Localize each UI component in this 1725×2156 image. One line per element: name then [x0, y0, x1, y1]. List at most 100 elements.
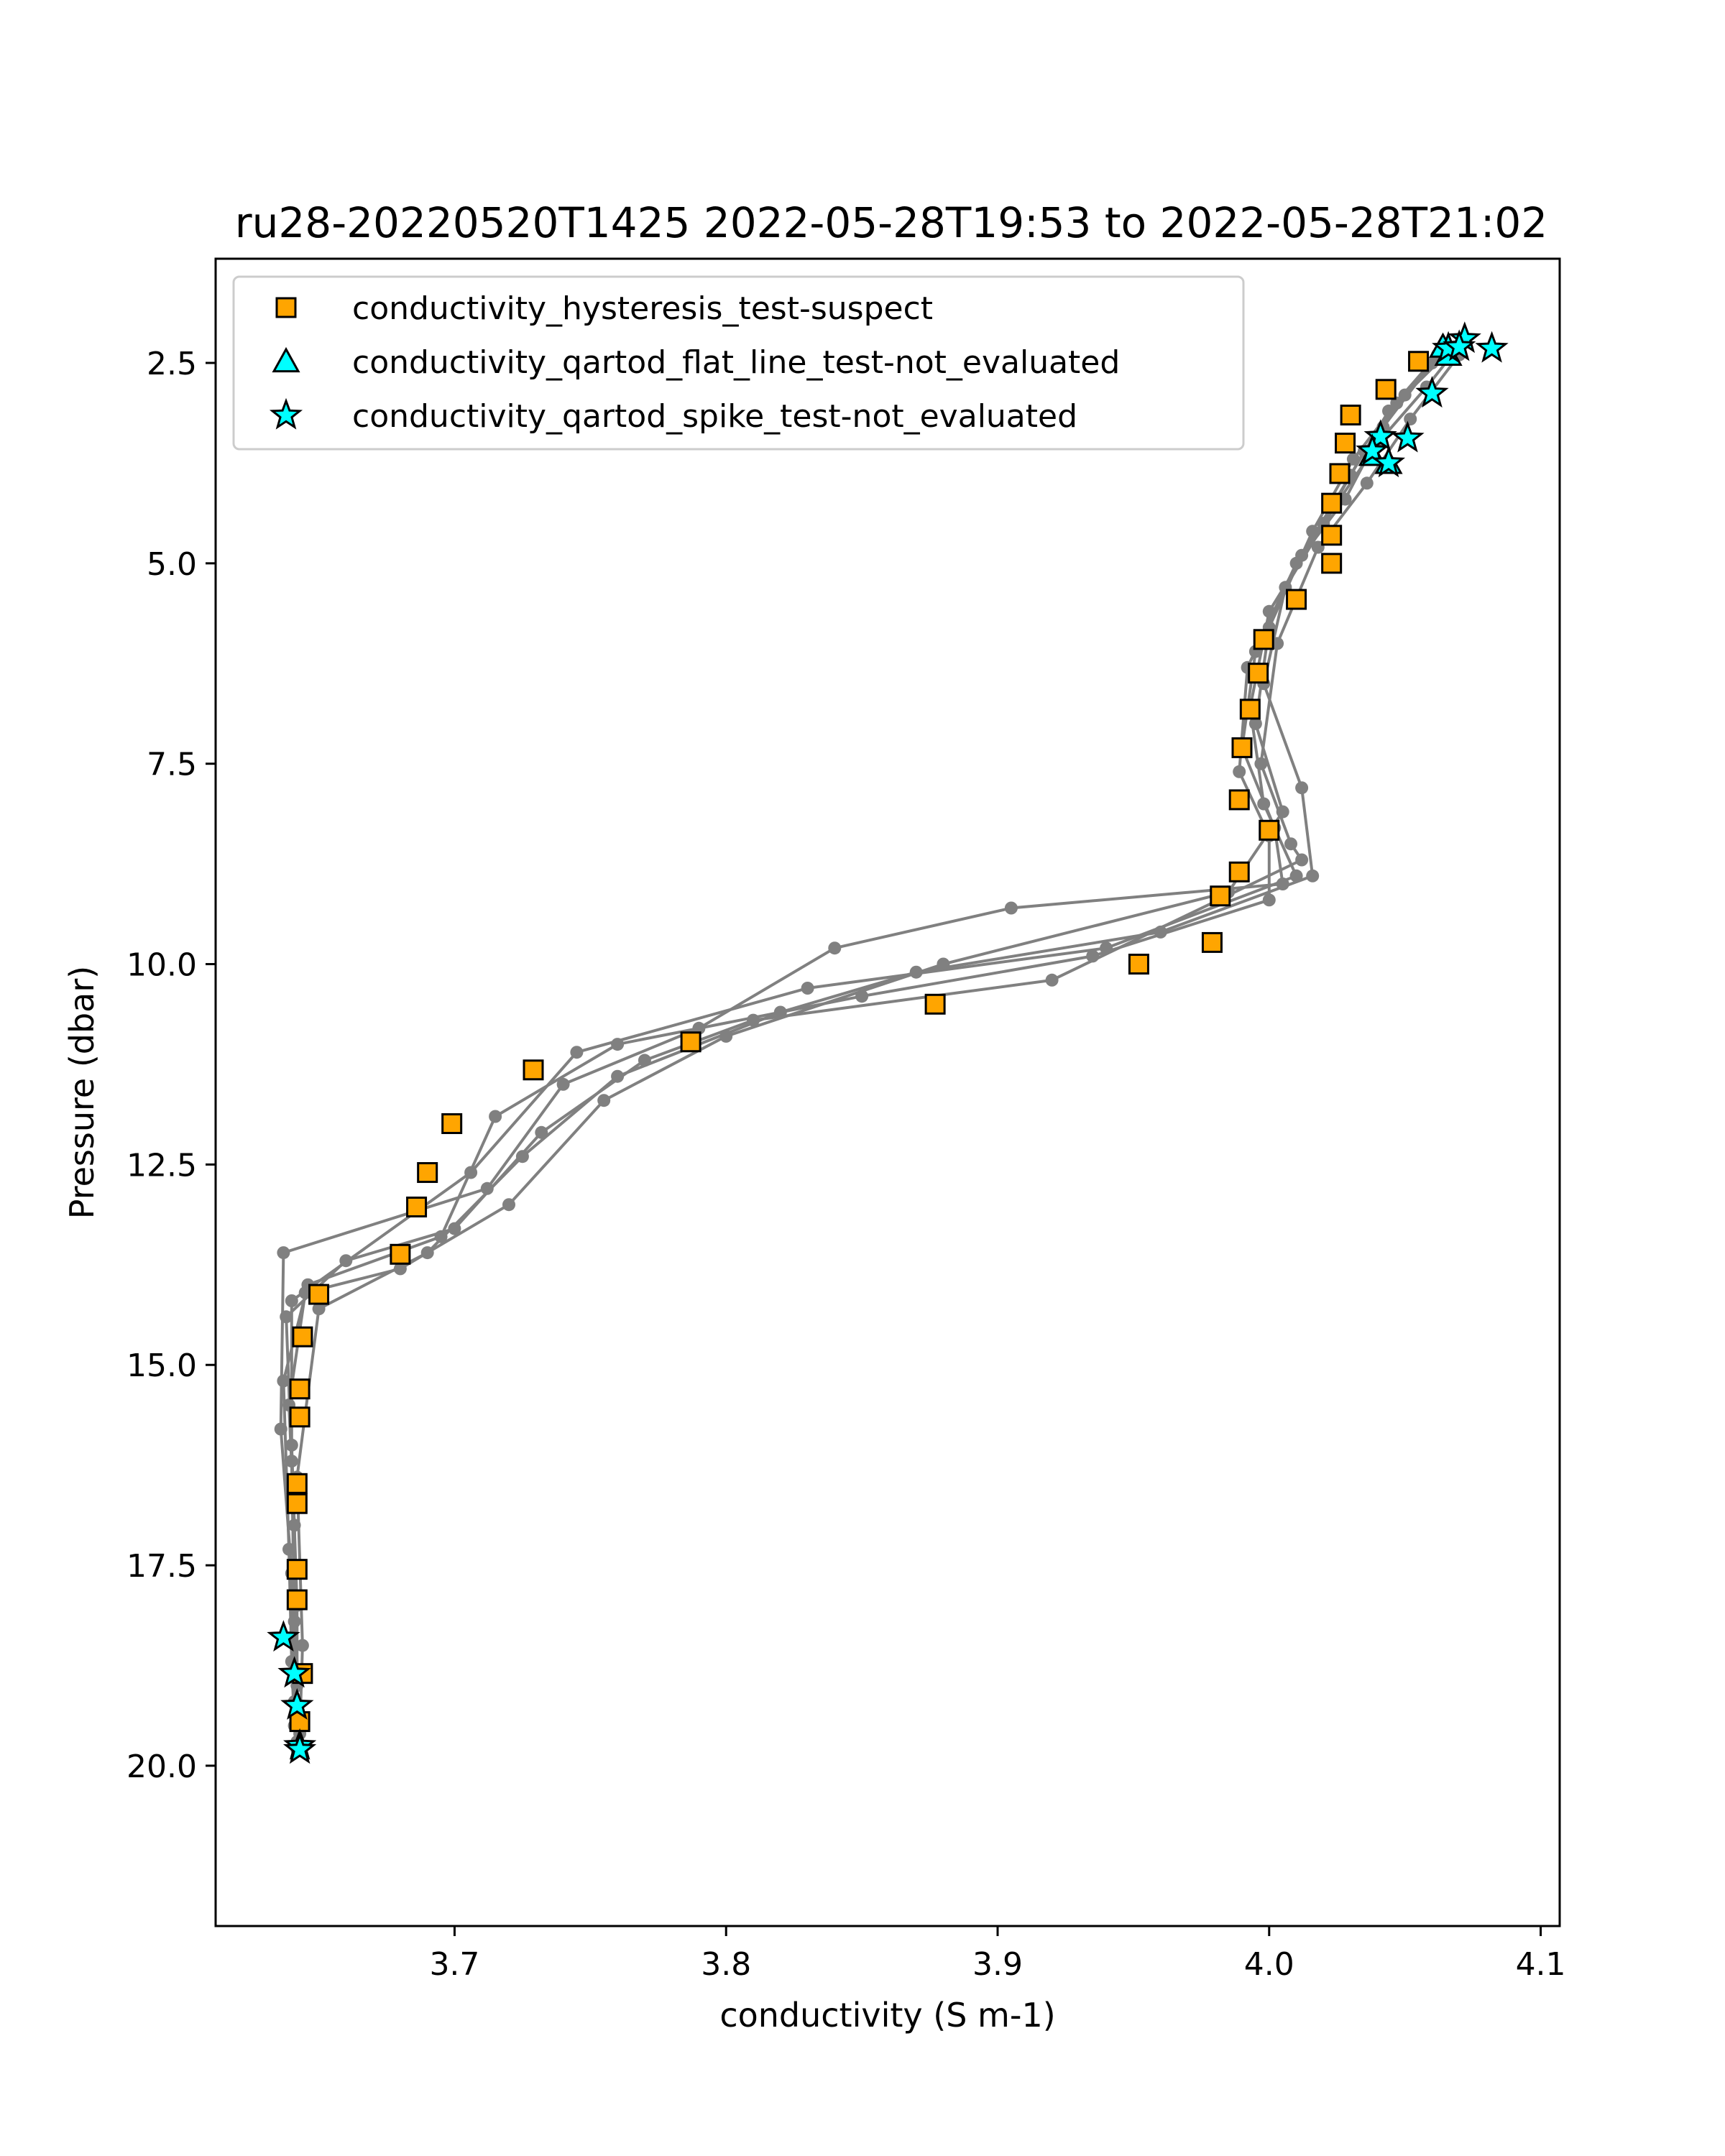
x-tick-label: 4.0 — [1244, 1946, 1294, 1983]
profile-point — [312, 1302, 326, 1316]
profile-point — [801, 982, 814, 995]
profile-point — [1295, 781, 1309, 795]
x-tick-label: 3.7 — [429, 1946, 479, 1983]
square-marker — [1321, 525, 1343, 546]
square-marker — [286, 1589, 308, 1611]
star-marker — [1415, 376, 1449, 408]
star-marker — [1356, 433, 1389, 466]
square-marker — [1375, 379, 1397, 400]
legend-square-marker — [275, 297, 297, 318]
profile-point — [434, 1230, 448, 1243]
profile-point — [1262, 893, 1276, 907]
profile-point — [570, 1046, 584, 1059]
star-marker — [283, 1732, 317, 1764]
square-marker — [1231, 737, 1253, 758]
square-marker — [523, 1059, 544, 1081]
square-marker — [286, 1493, 308, 1514]
star-marker — [280, 1688, 314, 1720]
profile-point — [1295, 853, 1309, 867]
y-tick-label: 2.5 — [147, 346, 197, 382]
profile-point — [597, 1094, 611, 1107]
legend-entry-label: conductivity_hysteresis_test-suspect — [352, 290, 933, 327]
legend-frame — [232, 275, 1245, 451]
plot-area — [267, 321, 1509, 1764]
square-marker — [289, 1378, 310, 1400]
square-marker — [1248, 663, 1269, 684]
profile-point — [277, 1374, 290, 1388]
profile-point — [515, 1150, 529, 1164]
x-tick-label: 3.9 — [972, 1946, 1023, 1983]
square-marker — [680, 1031, 702, 1053]
profile-point — [285, 1294, 298, 1307]
square-marker — [1259, 819, 1280, 841]
axes-frame — [214, 257, 1561, 1927]
star-marker — [1475, 331, 1509, 363]
y-tick-label: 10.0 — [126, 947, 197, 984]
y-axis: 2.5 5.0 7.5 10.0 12.5 15.0 17.5 20.0 — [126, 346, 216, 1785]
square-marker — [1321, 553, 1343, 574]
square-marker — [1408, 351, 1430, 372]
profile-point — [1306, 869, 1320, 883]
profile-point — [1289, 869, 1303, 883]
profile-point — [480, 1181, 494, 1195]
square-marker — [292, 1326, 313, 1348]
profile-point — [556, 1077, 570, 1091]
profile-point — [1004, 901, 1018, 915]
profile-point — [535, 1125, 548, 1139]
x-tick-label: 4.1 — [1516, 1946, 1566, 1983]
profile-point — [1233, 765, 1246, 778]
profile-point — [937, 957, 950, 971]
square-marker — [308, 1284, 330, 1305]
profile-point — [448, 1222, 461, 1235]
square-marker — [406, 1197, 428, 1217]
star-marker — [1371, 446, 1406, 478]
legend-triangle-marker — [272, 346, 300, 373]
chart-title: ru28-20220520T1425 2022-05-28T19:53 to 2… — [235, 198, 1547, 247]
y-tick-label: 15.0 — [126, 1348, 197, 1384]
square-marker — [390, 1243, 411, 1265]
square-marker — [286, 1473, 308, 1494]
y-tick-label: 17.5 — [126, 1548, 197, 1585]
profile-point — [280, 1310, 293, 1324]
profile-point — [1248, 717, 1262, 730]
profile-line — [282, 361, 1433, 1726]
profile-point — [855, 990, 869, 1003]
profile-point — [611, 1069, 625, 1083]
profile-point — [638, 1054, 651, 1067]
square-marker — [286, 1559, 308, 1580]
square-marker — [1335, 433, 1356, 454]
y-tick-label: 5.0 — [147, 546, 197, 583]
y-tick-label: 20.0 — [126, 1749, 197, 1785]
profile-point — [489, 1110, 502, 1123]
profile-point — [1284, 837, 1297, 851]
profile-point — [1306, 525, 1320, 538]
square-marker — [1253, 629, 1274, 650]
profile-point — [288, 1519, 301, 1532]
profile-point — [1045, 973, 1059, 987]
profile-point — [1254, 757, 1268, 770]
y-tick-label: 7.5 — [147, 747, 197, 783]
square-marker — [924, 993, 946, 1015]
x-axis: 3.7 3.8 3.9 4.0 4.1 — [429, 1926, 1566, 1983]
profile-point — [1360, 476, 1374, 490]
y-tick-label: 12.5 — [126, 1147, 197, 1184]
square-marker — [1228, 789, 1250, 811]
square-marker — [1286, 589, 1307, 610]
square-marker — [1210, 885, 1231, 907]
profile-point — [1404, 413, 1417, 426]
star-marker — [267, 1620, 300, 1652]
profile-point — [719, 1029, 733, 1043]
legend-star-marker — [269, 397, 303, 430]
star-marker — [1443, 329, 1476, 361]
legend-entry-label: conductivity_qartod_spike_test-not_evalu… — [352, 398, 1077, 435]
square-marker — [441, 1113, 463, 1134]
legend: conductivity_hysteresis_test-suspectcond… — [232, 275, 1245, 451]
square-marker — [417, 1162, 438, 1184]
star-marker — [1363, 419, 1397, 451]
profile-point — [1086, 949, 1100, 963]
profile-point — [282, 1542, 295, 1556]
square-marker — [1239, 699, 1261, 720]
profile-point — [339, 1254, 353, 1268]
square-marker — [1340, 405, 1361, 425]
